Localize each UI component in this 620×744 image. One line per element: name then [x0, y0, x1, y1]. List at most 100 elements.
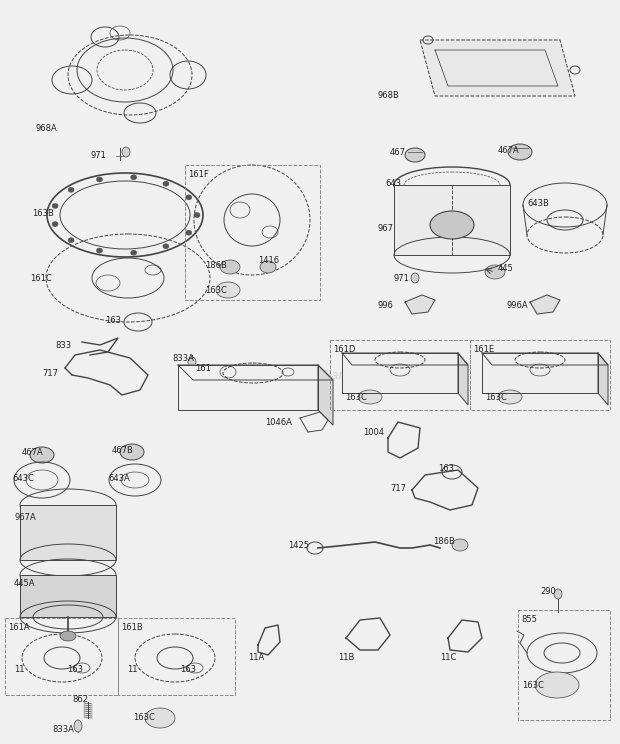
Ellipse shape: [498, 390, 522, 404]
Ellipse shape: [74, 720, 82, 732]
Text: 186B: 186B: [205, 260, 227, 269]
Ellipse shape: [430, 211, 474, 239]
Bar: [20, 575, 116, 617]
Text: 11A: 11A: [248, 653, 264, 662]
Text: 643B: 643B: [527, 199, 549, 208]
Text: 161A: 161A: [8, 623, 30, 632]
Text: 717: 717: [390, 484, 406, 493]
Polygon shape: [342, 353, 468, 365]
Text: 1416: 1416: [258, 255, 279, 265]
Polygon shape: [482, 353, 598, 393]
Text: 163C: 163C: [522, 681, 544, 690]
Text: 163C: 163C: [345, 393, 367, 402]
Bar: [20, 505, 116, 560]
Text: 163C: 163C: [205, 286, 227, 295]
Ellipse shape: [411, 273, 419, 283]
Text: 161C: 161C: [30, 274, 51, 283]
Ellipse shape: [220, 260, 240, 274]
Ellipse shape: [97, 177, 102, 182]
Ellipse shape: [194, 213, 200, 217]
Ellipse shape: [186, 195, 192, 200]
Polygon shape: [405, 295, 435, 314]
Text: 996: 996: [378, 301, 394, 310]
Polygon shape: [342, 353, 458, 393]
Ellipse shape: [188, 357, 196, 367]
Polygon shape: [178, 365, 333, 380]
Text: 967A: 967A: [14, 513, 36, 522]
Text: 161F: 161F: [188, 170, 209, 179]
Ellipse shape: [452, 539, 468, 551]
Ellipse shape: [52, 222, 58, 227]
Ellipse shape: [68, 187, 74, 192]
Text: 467B: 467B: [112, 446, 134, 455]
Text: 968B: 968B: [378, 91, 400, 100]
Bar: [394, 185, 510, 255]
Text: 186B: 186B: [433, 537, 455, 547]
Text: 862: 862: [72, 696, 88, 705]
Ellipse shape: [30, 447, 54, 463]
Ellipse shape: [97, 248, 102, 253]
Ellipse shape: [163, 182, 169, 186]
Text: 445: 445: [498, 263, 514, 272]
Text: 163C: 163C: [133, 713, 155, 722]
Ellipse shape: [131, 175, 136, 180]
Text: 290: 290: [540, 586, 556, 595]
Ellipse shape: [485, 265, 505, 279]
Text: 971: 971: [394, 274, 410, 283]
Ellipse shape: [535, 672, 579, 698]
Ellipse shape: [163, 244, 169, 248]
Polygon shape: [530, 295, 560, 314]
Text: 161B: 161B: [121, 623, 143, 632]
Ellipse shape: [122, 147, 130, 157]
Text: 161: 161: [195, 364, 211, 373]
Text: 161D: 161D: [333, 344, 355, 353]
Text: 163: 163: [67, 665, 83, 675]
Polygon shape: [458, 353, 468, 405]
Text: 833A: 833A: [172, 353, 194, 362]
Ellipse shape: [131, 250, 136, 255]
Text: 11B: 11B: [338, 653, 355, 662]
Text: 11C: 11C: [440, 653, 456, 662]
Text: 467A: 467A: [22, 447, 44, 457]
Text: 971: 971: [90, 150, 106, 159]
Text: 163B: 163B: [32, 208, 54, 217]
Text: 833: 833: [55, 341, 71, 350]
Text: 467: 467: [390, 147, 406, 156]
Ellipse shape: [68, 237, 74, 243]
Ellipse shape: [508, 144, 532, 160]
Text: 717: 717: [42, 368, 58, 377]
Ellipse shape: [186, 230, 192, 235]
Polygon shape: [420, 40, 575, 96]
Ellipse shape: [60, 631, 76, 641]
Ellipse shape: [52, 203, 58, 208]
Text: 163: 163: [105, 315, 121, 324]
Ellipse shape: [216, 282, 240, 298]
Text: 11: 11: [127, 665, 138, 675]
Text: eReplacementParts.com: eReplacementParts.com: [234, 368, 386, 382]
Polygon shape: [482, 353, 608, 365]
Text: 643C: 643C: [12, 473, 34, 483]
Text: 643A: 643A: [108, 473, 130, 483]
Text: 855: 855: [521, 615, 537, 623]
Ellipse shape: [554, 589, 562, 599]
Polygon shape: [598, 353, 608, 405]
Ellipse shape: [120, 444, 144, 460]
Text: 1004: 1004: [363, 428, 384, 437]
Ellipse shape: [405, 148, 425, 162]
Text: 1425: 1425: [288, 542, 309, 551]
Ellipse shape: [145, 708, 175, 728]
Text: 833A: 833A: [52, 725, 74, 734]
Text: 968A: 968A: [35, 124, 57, 132]
Polygon shape: [318, 365, 333, 425]
Text: 11: 11: [14, 665, 25, 675]
Polygon shape: [178, 365, 318, 410]
Text: 967: 967: [378, 223, 394, 233]
Ellipse shape: [260, 261, 276, 273]
Text: 643: 643: [385, 179, 401, 187]
Text: 445A: 445A: [14, 579, 35, 588]
Text: 1046A: 1046A: [265, 417, 292, 426]
Text: 163: 163: [180, 665, 196, 675]
Text: 161E: 161E: [473, 344, 494, 353]
Text: 163C: 163C: [485, 393, 507, 402]
Ellipse shape: [358, 390, 382, 404]
